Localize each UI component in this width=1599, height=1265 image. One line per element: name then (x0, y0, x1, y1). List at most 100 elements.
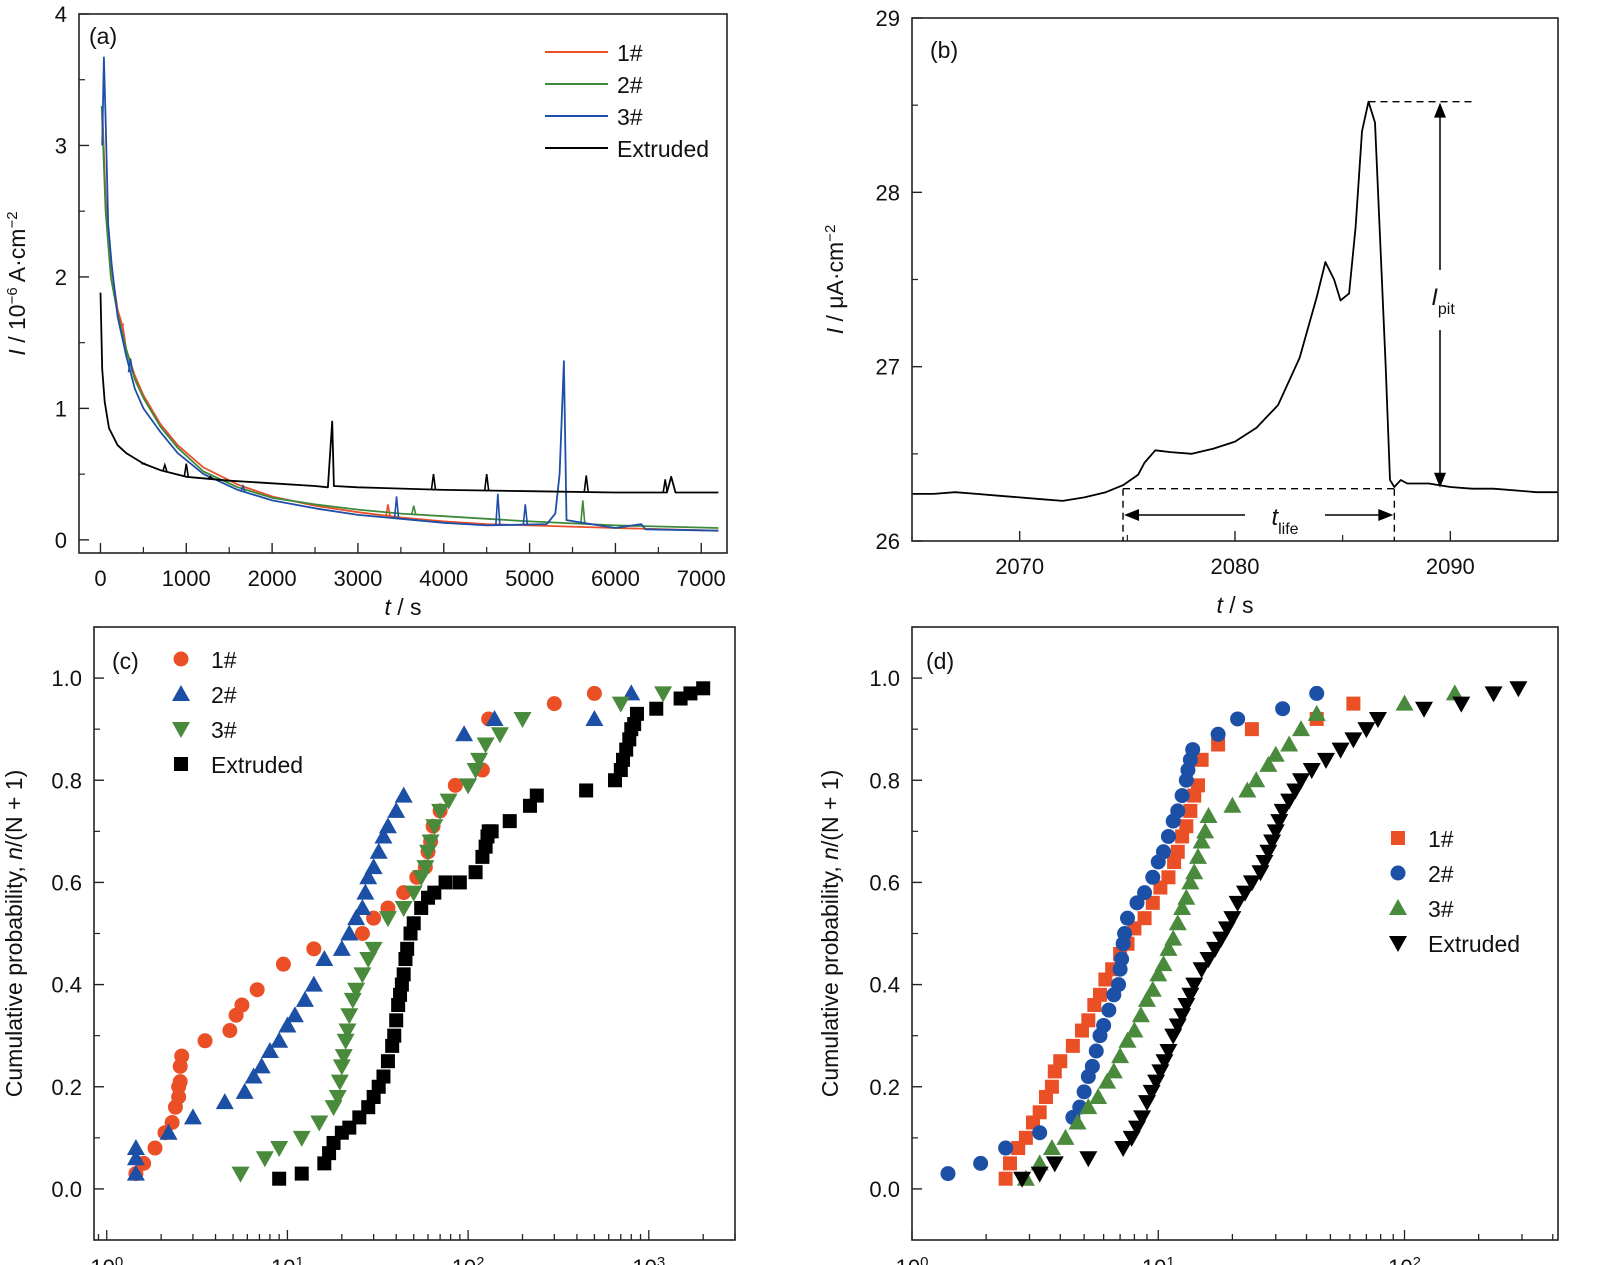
a-x-axis-label: t / s (384, 594, 421, 620)
legend-label-2: 3# (1428, 896, 1454, 922)
data-point (529, 788, 544, 803)
data-point (1238, 781, 1257, 798)
data-point (1183, 803, 1198, 818)
data-point (1199, 952, 1218, 969)
data-point (1032, 1125, 1048, 1141)
data-point (1395, 694, 1414, 711)
data-point (1084, 1058, 1100, 1074)
data-point (353, 898, 372, 915)
a-x-tick-label: 6000 (591, 566, 640, 591)
data-point (1111, 977, 1127, 993)
data-point (1223, 911, 1242, 928)
data-point (1096, 1017, 1112, 1033)
a-y-tick-label: 3 (55, 133, 67, 158)
data-point (1079, 1098, 1098, 1115)
panel-label-c: (c) (112, 648, 139, 674)
data-point (278, 1016, 297, 1033)
data-point (485, 709, 504, 726)
data-point (1137, 911, 1152, 926)
spike-mark (662, 479, 668, 493)
series-2 (940, 685, 1325, 1182)
legend-marker-2 (172, 722, 190, 738)
data-point (374, 827, 393, 844)
d-x-tick-label: 101 (1142, 1254, 1175, 1265)
data-point (459, 778, 478, 795)
data-point (1292, 720, 1311, 737)
data-point (231, 1166, 250, 1183)
data-point (310, 1115, 329, 1132)
data-point (252, 1057, 271, 1074)
spike-mark (162, 462, 168, 472)
arrowhead-up-icon (1434, 102, 1446, 118)
data-point (255, 1151, 274, 1168)
data-point (1346, 696, 1361, 711)
data-point (328, 1089, 347, 1106)
data-point (306, 941, 322, 957)
data-point (1044, 1079, 1059, 1094)
legend-marker-2 (1389, 899, 1407, 915)
a-plot-frame (78, 13, 728, 554)
data-point (1133, 1110, 1152, 1127)
data-point (431, 803, 450, 820)
a-x-tick-label: 4000 (419, 566, 468, 591)
a-x-tick-label: 7000 (677, 566, 726, 591)
data-point (347, 982, 366, 999)
data-point (421, 834, 440, 851)
data-point (1275, 701, 1291, 717)
data-point (387, 1028, 402, 1043)
c-x-tick-label: 103 (632, 1254, 665, 1265)
data-point (998, 1171, 1013, 1186)
data-point (1185, 863, 1204, 880)
data-point (387, 801, 406, 818)
data-point (1056, 1128, 1075, 1145)
a-x-tick-label: 5000 (505, 566, 554, 591)
data-point (183, 1108, 202, 1125)
data-point (419, 844, 438, 861)
tlife-label: tlife (1271, 504, 1298, 538)
data-point (172, 1074, 188, 1090)
data-point (1159, 939, 1178, 956)
data-point (1259, 755, 1278, 772)
data-point (452, 875, 467, 890)
data-point (1030, 1154, 1049, 1171)
data-point (1317, 752, 1336, 769)
data-point (147, 1140, 163, 1156)
data-point (1076, 1084, 1092, 1100)
data-point (466, 763, 485, 780)
data-point (292, 1130, 311, 1147)
data-point (1286, 783, 1305, 800)
spike-mark (580, 500, 586, 524)
data-point (468, 865, 483, 880)
legend-marker-3 (174, 757, 188, 771)
data-point (406, 916, 421, 931)
panel-label-d: (d) (926, 648, 954, 674)
a-y-axis-label: I / 10−6 A·cm−2 (4, 211, 31, 355)
data-point (1206, 941, 1225, 958)
data-point (340, 1008, 359, 1025)
b-x-tick-label: 2090 (1426, 554, 1475, 579)
legend-label-0: 1# (617, 40, 643, 66)
data-point (649, 701, 664, 716)
data-point (513, 711, 532, 728)
data-point (416, 860, 435, 877)
data-point (1111, 1047, 1130, 1064)
data-point (1002, 1156, 1017, 1171)
data-point (244, 1067, 263, 1084)
data-point (126, 1164, 145, 1181)
data-point (364, 941, 383, 958)
data-point (696, 681, 711, 696)
data-point (1357, 722, 1376, 739)
data-point (425, 819, 444, 836)
data-point (235, 1082, 254, 1099)
data-point (1292, 773, 1311, 790)
data-point (1273, 803, 1292, 820)
data-point (1368, 711, 1387, 728)
spike-mark (430, 474, 437, 490)
ipit-label: Ipit (1431, 284, 1455, 318)
data-point (973, 1155, 989, 1171)
spike-mark (207, 475, 213, 480)
data-point (1149, 965, 1168, 982)
data-point (174, 1048, 190, 1064)
b-y-tick-label: 28 (876, 180, 900, 205)
